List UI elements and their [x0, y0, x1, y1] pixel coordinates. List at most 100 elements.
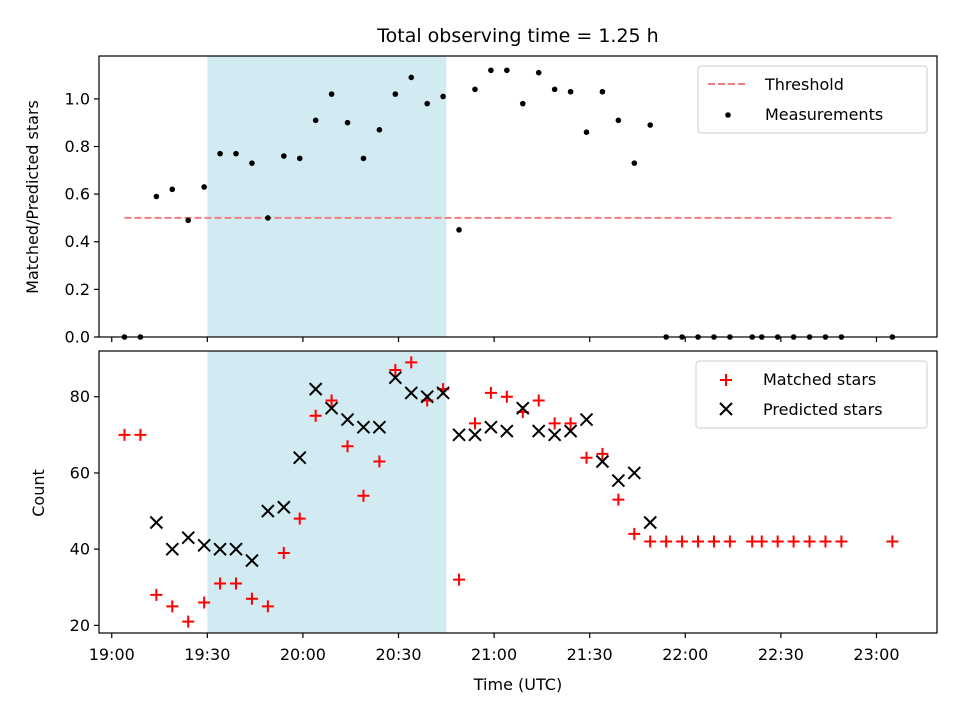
matched-star-point	[835, 535, 848, 548]
measurement-point	[488, 67, 494, 74]
predicted-star-point	[277, 500, 291, 514]
top-axes-frame	[98, 55, 938, 338]
predicted-star-point	[532, 424, 546, 438]
predicted-star-point	[436, 386, 450, 400]
predicted-star-point	[579, 412, 594, 427]
y-tick-label: 0.0	[65, 328, 90, 347]
matched-star-point	[803, 535, 816, 548]
matched-star-point	[134, 428, 147, 441]
matched-star-point	[118, 428, 131, 441]
matched-star-point	[564, 417, 577, 430]
bottom-y-ticks: 20 40 60 80	[70, 387, 99, 635]
predicted-star-point	[611, 473, 626, 488]
top-x-ticks	[111, 337, 878, 342]
matched-star-point	[293, 512, 306, 525]
predicted-star-point	[484, 420, 498, 434]
matched-star-point	[309, 409, 322, 422]
x-axis-label: Time (UTC)	[473, 675, 562, 694]
matched-star-point	[548, 417, 561, 430]
matched-star-point	[166, 600, 179, 613]
predicted-star-point	[643, 515, 657, 530]
observing-window-span-top	[207, 56, 447, 337]
y-tick-label: 1.0	[65, 89, 90, 108]
x-tick-label: 19:00	[89, 645, 135, 664]
x-tick-label: 20:00	[280, 645, 326, 664]
measurement-point	[233, 150, 239, 157]
y-tick-label: 60	[70, 463, 90, 482]
matched-star-point	[755, 535, 768, 548]
measurement-point	[360, 155, 367, 162]
matched-star-point	[660, 535, 673, 548]
measurement-point	[504, 67, 510, 74]
predicted-star-point	[547, 428, 562, 442]
predicted-star-point	[563, 424, 578, 438]
measurement-point	[328, 91, 335, 97]
matched-star-point	[468, 417, 481, 430]
bottom-legend: Matched stars Predicted stars	[695, 360, 928, 429]
x-tick-label: 21:00	[471, 645, 517, 664]
matched-star-point	[389, 364, 402, 377]
measurement-point	[583, 129, 590, 136]
predicted-star-point	[420, 390, 434, 404]
predicted-star-point	[372, 420, 387, 434]
predicted-star-point	[452, 428, 466, 442]
matched-star-point	[628, 527, 641, 540]
measurement-point	[615, 117, 622, 124]
matched-star-point	[676, 535, 689, 548]
bottom-axes-frame	[98, 350, 938, 634]
y-tick-label: 20	[70, 616, 90, 635]
bottom-y-axis-label: Count	[29, 469, 48, 517]
measurement-point	[551, 86, 558, 93]
matched-star-point	[261, 600, 274, 613]
matched-star-point	[580, 451, 593, 464]
matched-star-point	[819, 535, 832, 548]
measurement-point	[312, 117, 319, 124]
measurement-point	[631, 160, 638, 166]
measurement-point	[153, 193, 160, 200]
bottom-legend-box	[695, 360, 928, 429]
matched-star-point	[771, 535, 784, 548]
bottom-panel: 20 40 60 80 19:00 19:30 20:00 20:30 21:00 21:30 2…	[29, 350, 938, 694]
top-panel: 0.0 0.2 0.4 0.6 0.8 1.0 Matched/Predicted sta…	[23, 55, 938, 347]
measurement-point	[535, 69, 542, 76]
predicted-star-point	[261, 504, 275, 518]
star-count-series	[118, 356, 899, 628]
measurement-point	[201, 184, 207, 190]
measurement-point	[647, 122, 654, 128]
predicted-star-point	[356, 420, 371, 434]
predicted-star-point	[165, 542, 179, 556]
measurement-point	[185, 217, 192, 224]
predicted-star-point	[627, 466, 642, 480]
matched-star-point	[886, 535, 899, 548]
top-legend: Threshold Measurements	[697, 65, 928, 134]
predicted-star-point	[595, 454, 610, 469]
measurement-point	[376, 127, 383, 133]
measurement-point	[249, 160, 255, 166]
top-y-ticks: 0.0 0.2 0.4 0.6 0.8 1.0	[65, 89, 99, 347]
y-tick-label: 80	[70, 387, 90, 406]
matched-star-point	[373, 455, 386, 468]
matched-star-point	[692, 535, 705, 548]
measurement-point	[408, 74, 415, 81]
measurement-point	[440, 93, 446, 100]
matched-star-point	[182, 615, 195, 628]
matched-star-point	[198, 596, 211, 609]
measurement-point	[472, 86, 478, 93]
matched-star-point	[612, 493, 625, 506]
matched-star-point	[341, 440, 354, 453]
measurement-point	[456, 227, 462, 233]
predicted-star-point	[340, 412, 355, 427]
predicted-star-point	[197, 538, 211, 553]
measurement-point	[599, 88, 606, 95]
x-tick-label: 21:30	[567, 645, 613, 664]
y-tick-label: 0.2	[65, 280, 90, 299]
legend-matched-label: Matched stars	[763, 370, 876, 389]
predicted-star-point	[308, 382, 323, 396]
measurement-point	[567, 88, 574, 95]
measurement-point	[344, 119, 351, 126]
y-tick-label: 40	[70, 540, 90, 559]
bottom-x-ticks: 19:00 19:30 20:00 20:30 21:00 21:30 22:00 22:30…	[89, 633, 900, 664]
matched-star-point	[484, 386, 497, 399]
measurement-point	[296, 155, 303, 162]
